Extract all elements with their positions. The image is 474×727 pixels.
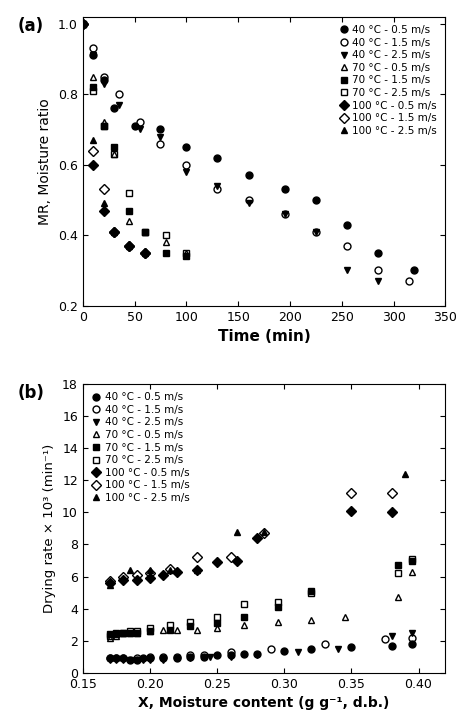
- Y-axis label: MR, Moisture ratio: MR, Moisture ratio: [38, 98, 52, 225]
- Legend: 40 °C - 0.5 m/s, 40 °C - 1.5 m/s, 40 °C - 2.5 m/s, 70 °C - 0.5 m/s, 70 °C - 1.5 : 40 °C - 0.5 m/s, 40 °C - 1.5 m/s, 40 °C …: [88, 389, 192, 506]
- Text: (a): (a): [18, 17, 44, 35]
- Y-axis label: Drying rate × 10³ (min⁻¹): Drying rate × 10³ (min⁻¹): [44, 443, 56, 613]
- X-axis label: Time (min): Time (min): [218, 329, 310, 344]
- Text: (b): (b): [18, 384, 45, 402]
- Legend: 40 °C - 0.5 m/s, 40 °C - 1.5 m/s, 40 °C - 2.5 m/s, 70 °C - 0.5 m/s, 70 °C - 1.5 : 40 °C - 0.5 m/s, 40 °C - 1.5 m/s, 40 °C …: [336, 22, 440, 139]
- X-axis label: X, Moisture content (g g⁻¹, d.b.): X, Moisture content (g g⁻¹, d.b.): [138, 696, 390, 710]
